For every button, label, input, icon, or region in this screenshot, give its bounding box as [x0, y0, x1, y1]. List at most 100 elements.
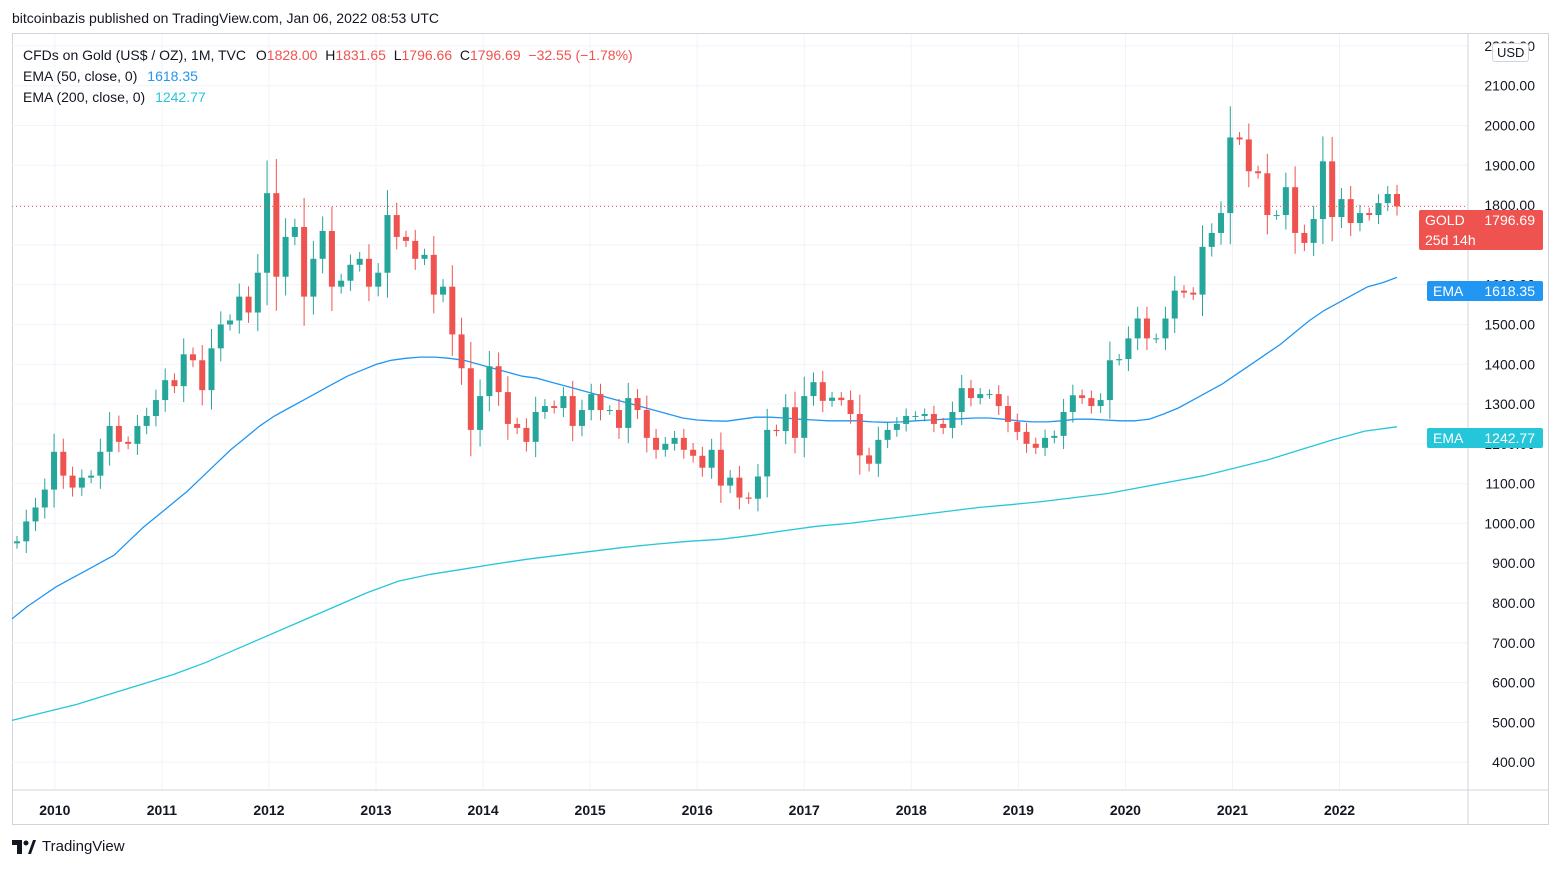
candle-body: [958, 388, 965, 412]
candle-body: [662, 443, 669, 450]
candle-body: [97, 451, 104, 476]
candle: [282, 218, 289, 296]
gold-price-tag: GOLD 1796.69 25d 14h: [1419, 210, 1543, 250]
ema200-legend-row[interactable]: EMA (200, close, 0) 1242.77: [23, 87, 633, 108]
candle: [152, 389, 159, 427]
candle-body: [1097, 400, 1104, 407]
candle-body: [616, 410, 623, 428]
candle: [254, 254, 261, 332]
candle-body: [1032, 443, 1039, 448]
candle-body: [1393, 193, 1401, 207]
candle: [1347, 185, 1354, 237]
candle: [41, 478, 48, 519]
candle: [106, 412, 113, 466]
currency-selector[interactable]: USD: [1492, 43, 1530, 62]
candle-body: [819, 382, 826, 401]
candle-body: [282, 236, 289, 277]
candle: [384, 190, 391, 298]
candle: [1245, 123, 1252, 188]
candle-body: [458, 334, 465, 369]
candle: [1004, 395, 1012, 433]
candle-body: [1079, 395, 1086, 399]
candle: [115, 415, 122, 453]
candle: [514, 417, 521, 435]
time-tick-label: 2011: [147, 802, 178, 818]
candle-body: [32, 507, 39, 522]
candle: [189, 347, 196, 368]
candle-body: [449, 286, 456, 335]
price-axis: 2200.002100.002000.001900.001800.001700.…: [1467, 34, 1535, 825]
candle-body: [504, 392, 511, 424]
candle: [1051, 430, 1058, 444]
candle: [551, 400, 558, 414]
symbol-legend-row[interactable]: CFDs on Gold (US$ / OZ), 1M, TVC O1828.0…: [23, 45, 633, 66]
candle-body: [328, 230, 335, 287]
close-key: C: [459, 47, 471, 63]
candle-body: [1236, 137, 1243, 140]
candle-body: [495, 366, 502, 393]
candle: [1097, 393, 1104, 413]
candle-body: [1190, 292, 1197, 295]
candle-body: [986, 394, 993, 396]
candle: [319, 216, 326, 274]
candle-body: [162, 380, 169, 401]
candle-body: [1255, 171, 1262, 174]
candle-body: [1366, 213, 1373, 216]
close-value: 1796.69: [470, 47, 521, 63]
candle: [810, 372, 817, 406]
candle: [264, 160, 271, 306]
candle-body: [578, 410, 585, 426]
open-key: O: [255, 47, 267, 63]
candle-body: [115, 425, 122, 442]
candle-body: [1329, 161, 1336, 218]
candle-body: [560, 396, 567, 409]
candle: [699, 446, 706, 477]
candle-body: [801, 396, 808, 438]
candle: [1162, 306, 1169, 351]
candle-body: [347, 264, 354, 281]
candle: [949, 401, 956, 439]
candle: [97, 438, 104, 489]
candle-body: [199, 360, 206, 391]
candle: [736, 465, 743, 510]
candle: [838, 392, 845, 406]
candle-body: [829, 397, 836, 401]
candle-body: [1218, 213, 1225, 233]
candle: [1079, 389, 1086, 404]
candle-body: [930, 413, 937, 424]
candle: [1134, 306, 1141, 351]
candle-body: [1106, 360, 1113, 401]
price-tick-label: 700.00: [1492, 635, 1535, 651]
candle: [32, 497, 39, 532]
ema50-legend-row[interactable]: EMA (50, close, 0) 1618.35: [23, 66, 633, 87]
tradingview-logo[interactable]: TradingView: [12, 838, 125, 855]
candle: [523, 418, 530, 452]
candle: [1014, 413, 1021, 441]
candle-body: [606, 410, 613, 412]
ema50-price-tag: EMA 1618.35: [1427, 281, 1543, 301]
candle: [940, 417, 947, 435]
candle: [1329, 137, 1336, 242]
time-tick-label: 2014: [467, 802, 498, 818]
price-tick-label: 900.00: [1492, 555, 1535, 571]
candle: [1153, 333, 1160, 344]
candle: [1180, 285, 1187, 299]
candle: [773, 424, 780, 437]
candle-body: [514, 423, 521, 428]
candle: [875, 426, 882, 477]
candle: [69, 466, 76, 497]
candle: [1384, 185, 1391, 212]
candle: [1393, 184, 1401, 216]
candle: [1116, 353, 1123, 366]
candle-body: [338, 280, 345, 287]
candle: [1190, 287, 1197, 301]
candle-body: [291, 226, 298, 237]
candle: [560, 387, 567, 417]
price-tick-label: 1000.00: [1484, 515, 1535, 531]
candle-body: [597, 394, 604, 411]
candle: [727, 470, 734, 494]
gold-tag-symbol: GOLD: [1425, 212, 1465, 228]
candle: [912, 411, 919, 421]
candle-body: [736, 477, 743, 498]
